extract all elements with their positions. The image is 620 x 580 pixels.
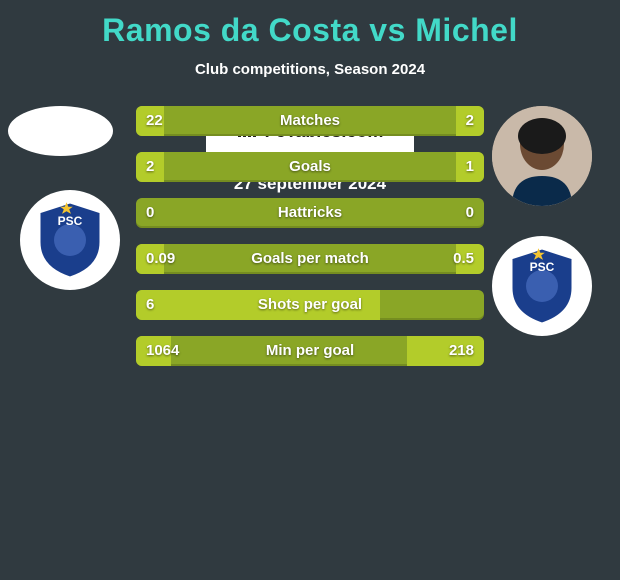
stat-label: Matches <box>136 106 484 136</box>
stat-label: Goals per match <box>136 244 484 274</box>
shield-icon: PSC <box>35 200 105 280</box>
shield-icon: PSC <box>507 246 577 326</box>
stats-bars: 222Matches 21Goals 00Hattricks 0.090.5Goals… <box>136 106 484 382</box>
stat-row: 6Shots per goal <box>136 290 484 320</box>
club-right-badge: PSC <box>492 236 592 336</box>
svg-text:PSC: PSC <box>530 260 555 274</box>
player-left-avatar <box>8 106 113 156</box>
stat-label: Shots per goal <box>136 290 484 320</box>
player-right-avatar <box>492 106 592 206</box>
stat-label: Hattricks <box>136 198 484 228</box>
stat-row: 00Hattricks <box>136 198 484 228</box>
stat-label: Goals <box>136 152 484 182</box>
stat-row: 222Matches <box>136 106 484 136</box>
svg-text:PSC: PSC <box>58 214 83 228</box>
club-left-badge: PSC <box>20 190 120 290</box>
stat-row: 0.090.5Goals per match <box>136 244 484 274</box>
stat-row: 1064218Min per goal <box>136 336 484 366</box>
stat-label: Min per goal <box>136 336 484 366</box>
stat-row: 21Goals <box>136 152 484 182</box>
subtitle: Club competitions, Season 2024 <box>0 61 620 78</box>
page-title: Ramos da Costa vs Michel <box>0 0 620 49</box>
